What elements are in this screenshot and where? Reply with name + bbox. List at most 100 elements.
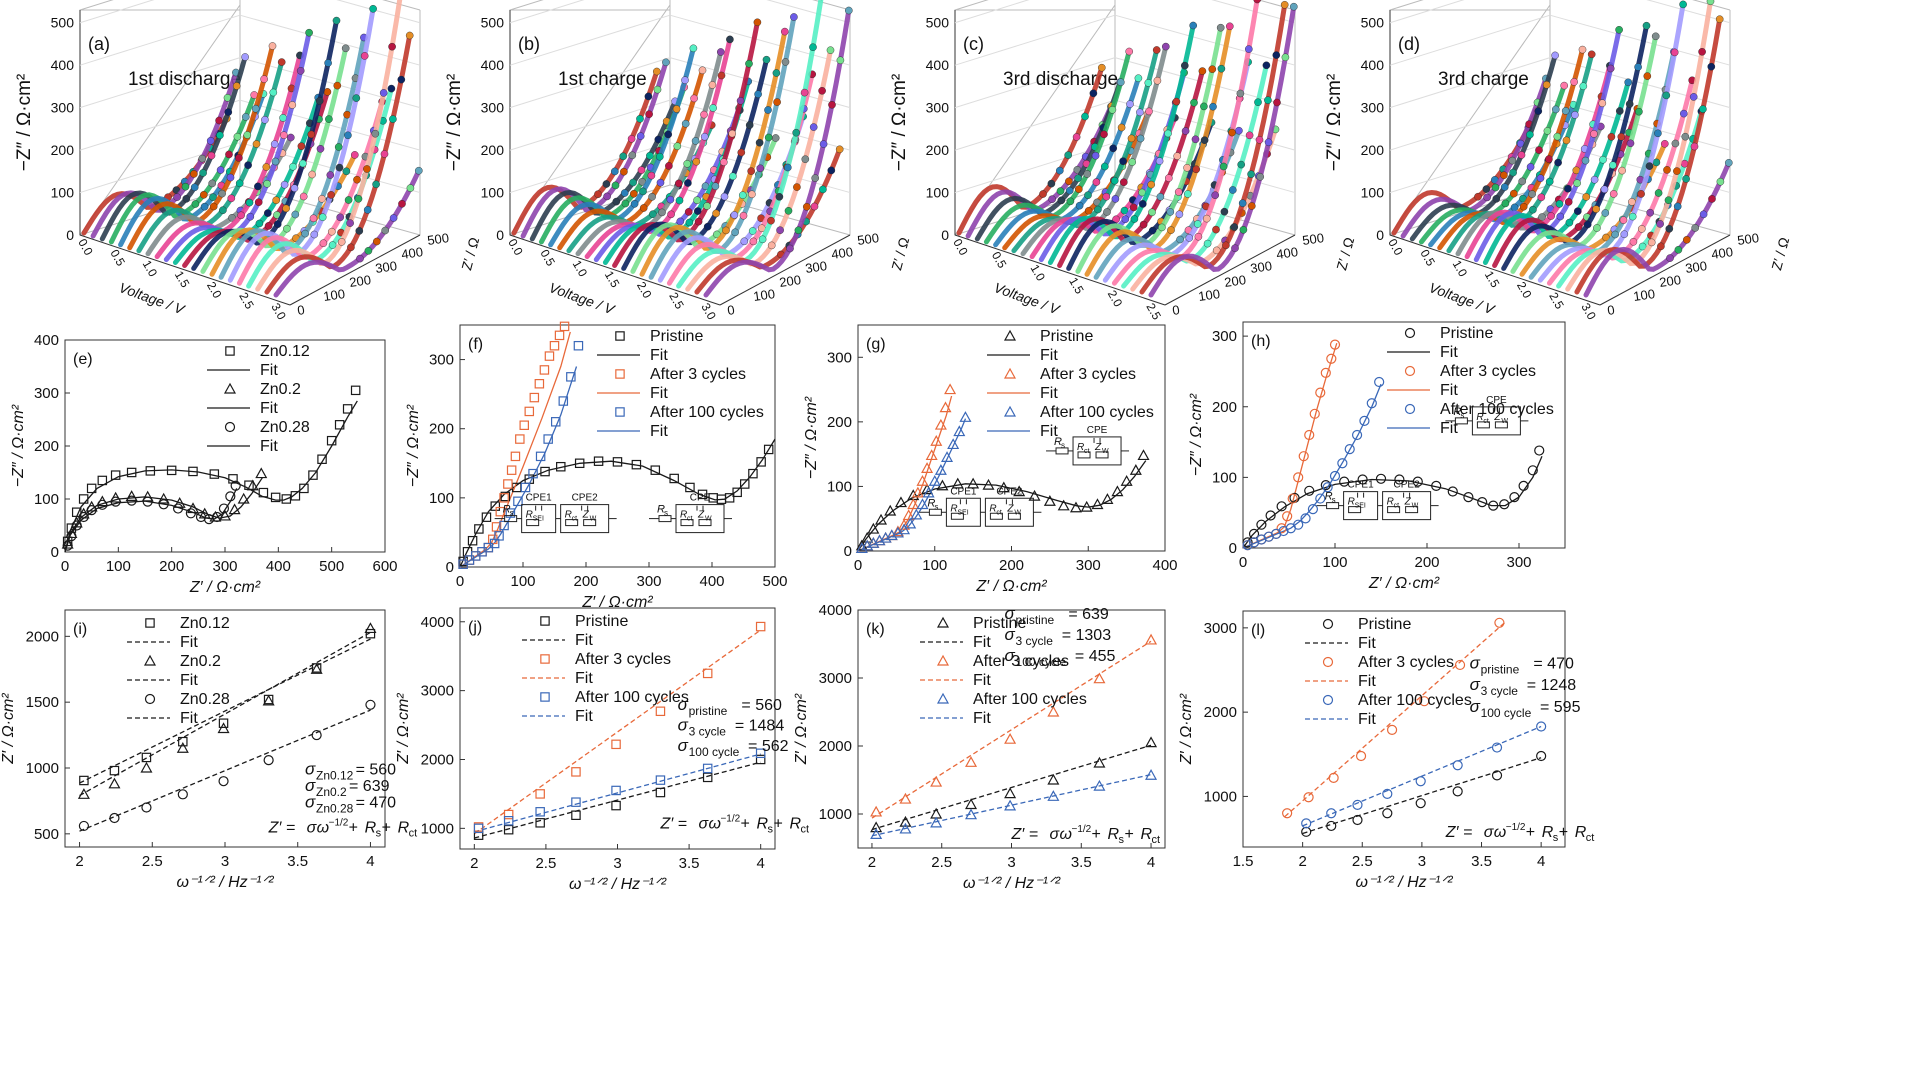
data-point-square [78,494,89,504]
eis-curve-trace [703,6,853,298]
data-point-circle [1293,472,1304,483]
data-point-circle [110,496,121,507]
equation-rct: R [1141,826,1153,843]
x-tick-label: 4 [1147,854,1155,871]
eis-curve-point [602,180,611,188]
zre-tick-label: 400 [400,244,424,262]
data-point-triangle [1093,672,1106,684]
eis-curve-point [1552,105,1560,114]
equation-sigma: σ [1050,826,1061,843]
data-point-triangle [1080,500,1093,512]
eis-curve-trace [557,66,707,251]
series-pristine [1242,445,1545,548]
eis-curve-point [703,202,711,210]
eis-curve-point [1084,191,1092,199]
eis-curve-point [1100,130,1108,139]
data-point-circle [1394,474,1405,485]
series-zn0.2 [77,622,377,799]
data-point-circle [211,511,223,523]
data-point-triangle [1093,756,1106,768]
data-point-square [611,739,621,750]
eis-curve-point [1587,50,1596,59]
eis-curve-point [636,115,644,123]
eis-curve-point [1057,196,1066,205]
data-point-circle [1282,808,1293,819]
series-pristine [473,754,766,840]
eis-curve-point [1643,72,1652,80]
data-point-triangle [1047,790,1060,801]
eis-curve-point [764,106,772,114]
eis-curve-point [216,166,225,174]
data-point-square [141,752,152,763]
y-tick-label: 100 [1212,469,1237,486]
circuit-w-label: Z [582,510,590,521]
eis-curve-point [646,151,654,160]
eis-curve-point [1609,190,1618,198]
eis-curve-point [1590,175,1599,184]
circuit-r-sub: ct [1084,448,1090,455]
legend-label: Fit [1358,673,1376,690]
data-point-square [519,420,529,430]
legend-label: After 3 cycles [1040,366,1136,383]
eis-curve-point [216,131,224,140]
wall-grid-line [1211,0,1296,24]
data-point-circle [1278,525,1289,537]
zre-tick-label: 400 [1275,244,1299,262]
eis-curve-point [645,110,653,118]
eis-curve-point [745,59,753,68]
series-after-100-cycles [473,748,766,834]
data-point-circle [1329,339,1341,350]
eis-curve-point [191,200,200,208]
circuit-resistor [989,512,1003,520]
fit-line [79,709,371,832]
data-point-triangle [899,792,912,804]
data-point-circle [1499,499,1510,510]
voltage-axis [1389,234,1601,306]
data-point-triangle [1069,501,1082,513]
fit-line [474,753,761,833]
legend-label: Fit [575,632,593,649]
eis-curve-point [226,173,235,182]
eis-curve-point [1628,212,1637,221]
eis-curve-point [781,27,789,36]
legend-label: Zn0.12 [260,343,310,360]
data-point-circle [1304,485,1315,496]
data-point-circle [1326,353,1337,364]
eis-curve-point [726,35,734,44]
data-point-square [702,763,713,774]
data-point-square [515,434,525,444]
data-point-triangle [141,490,154,502]
y-tick-label: 2000 [819,738,852,755]
sigma-annotation: σ pristine = 560 [678,695,782,718]
data-point-triangle [255,467,268,479]
eis-curve-point [1679,0,1687,9]
data-point-triangle [939,401,952,413]
eis-curve-point [342,167,351,176]
circuit-rs-sub: s [1061,441,1065,450]
eis-curve-point [1628,198,1636,206]
fit-line [871,640,1152,819]
data-point-triangle [911,486,924,498]
eis-curve-point [722,226,730,235]
eis-curve-point [1592,205,1600,213]
data-point-square [574,458,585,469]
x-tick-label: 3 [613,855,621,872]
sigma-annotation: σ 100 cycle = 595 [1470,697,1581,720]
eis-curve-point [1211,191,1219,199]
x-tick-label: 0 [854,557,862,574]
data-point-square [228,474,238,484]
eis-curve-point [369,5,377,13]
data-point-triangle [936,692,950,704]
data-point-circle [1320,367,1331,378]
sigma-subscript: 3 cycle [1481,684,1519,698]
eis-curve-point [344,196,353,204]
eis-curve-point [1626,139,1635,148]
x-tick-label: 200 [1414,554,1439,571]
eis-curve-point [350,151,359,159]
data-point-circle [1454,659,1466,671]
eis-curve-point [819,140,828,148]
data-point-circle [1242,537,1253,548]
